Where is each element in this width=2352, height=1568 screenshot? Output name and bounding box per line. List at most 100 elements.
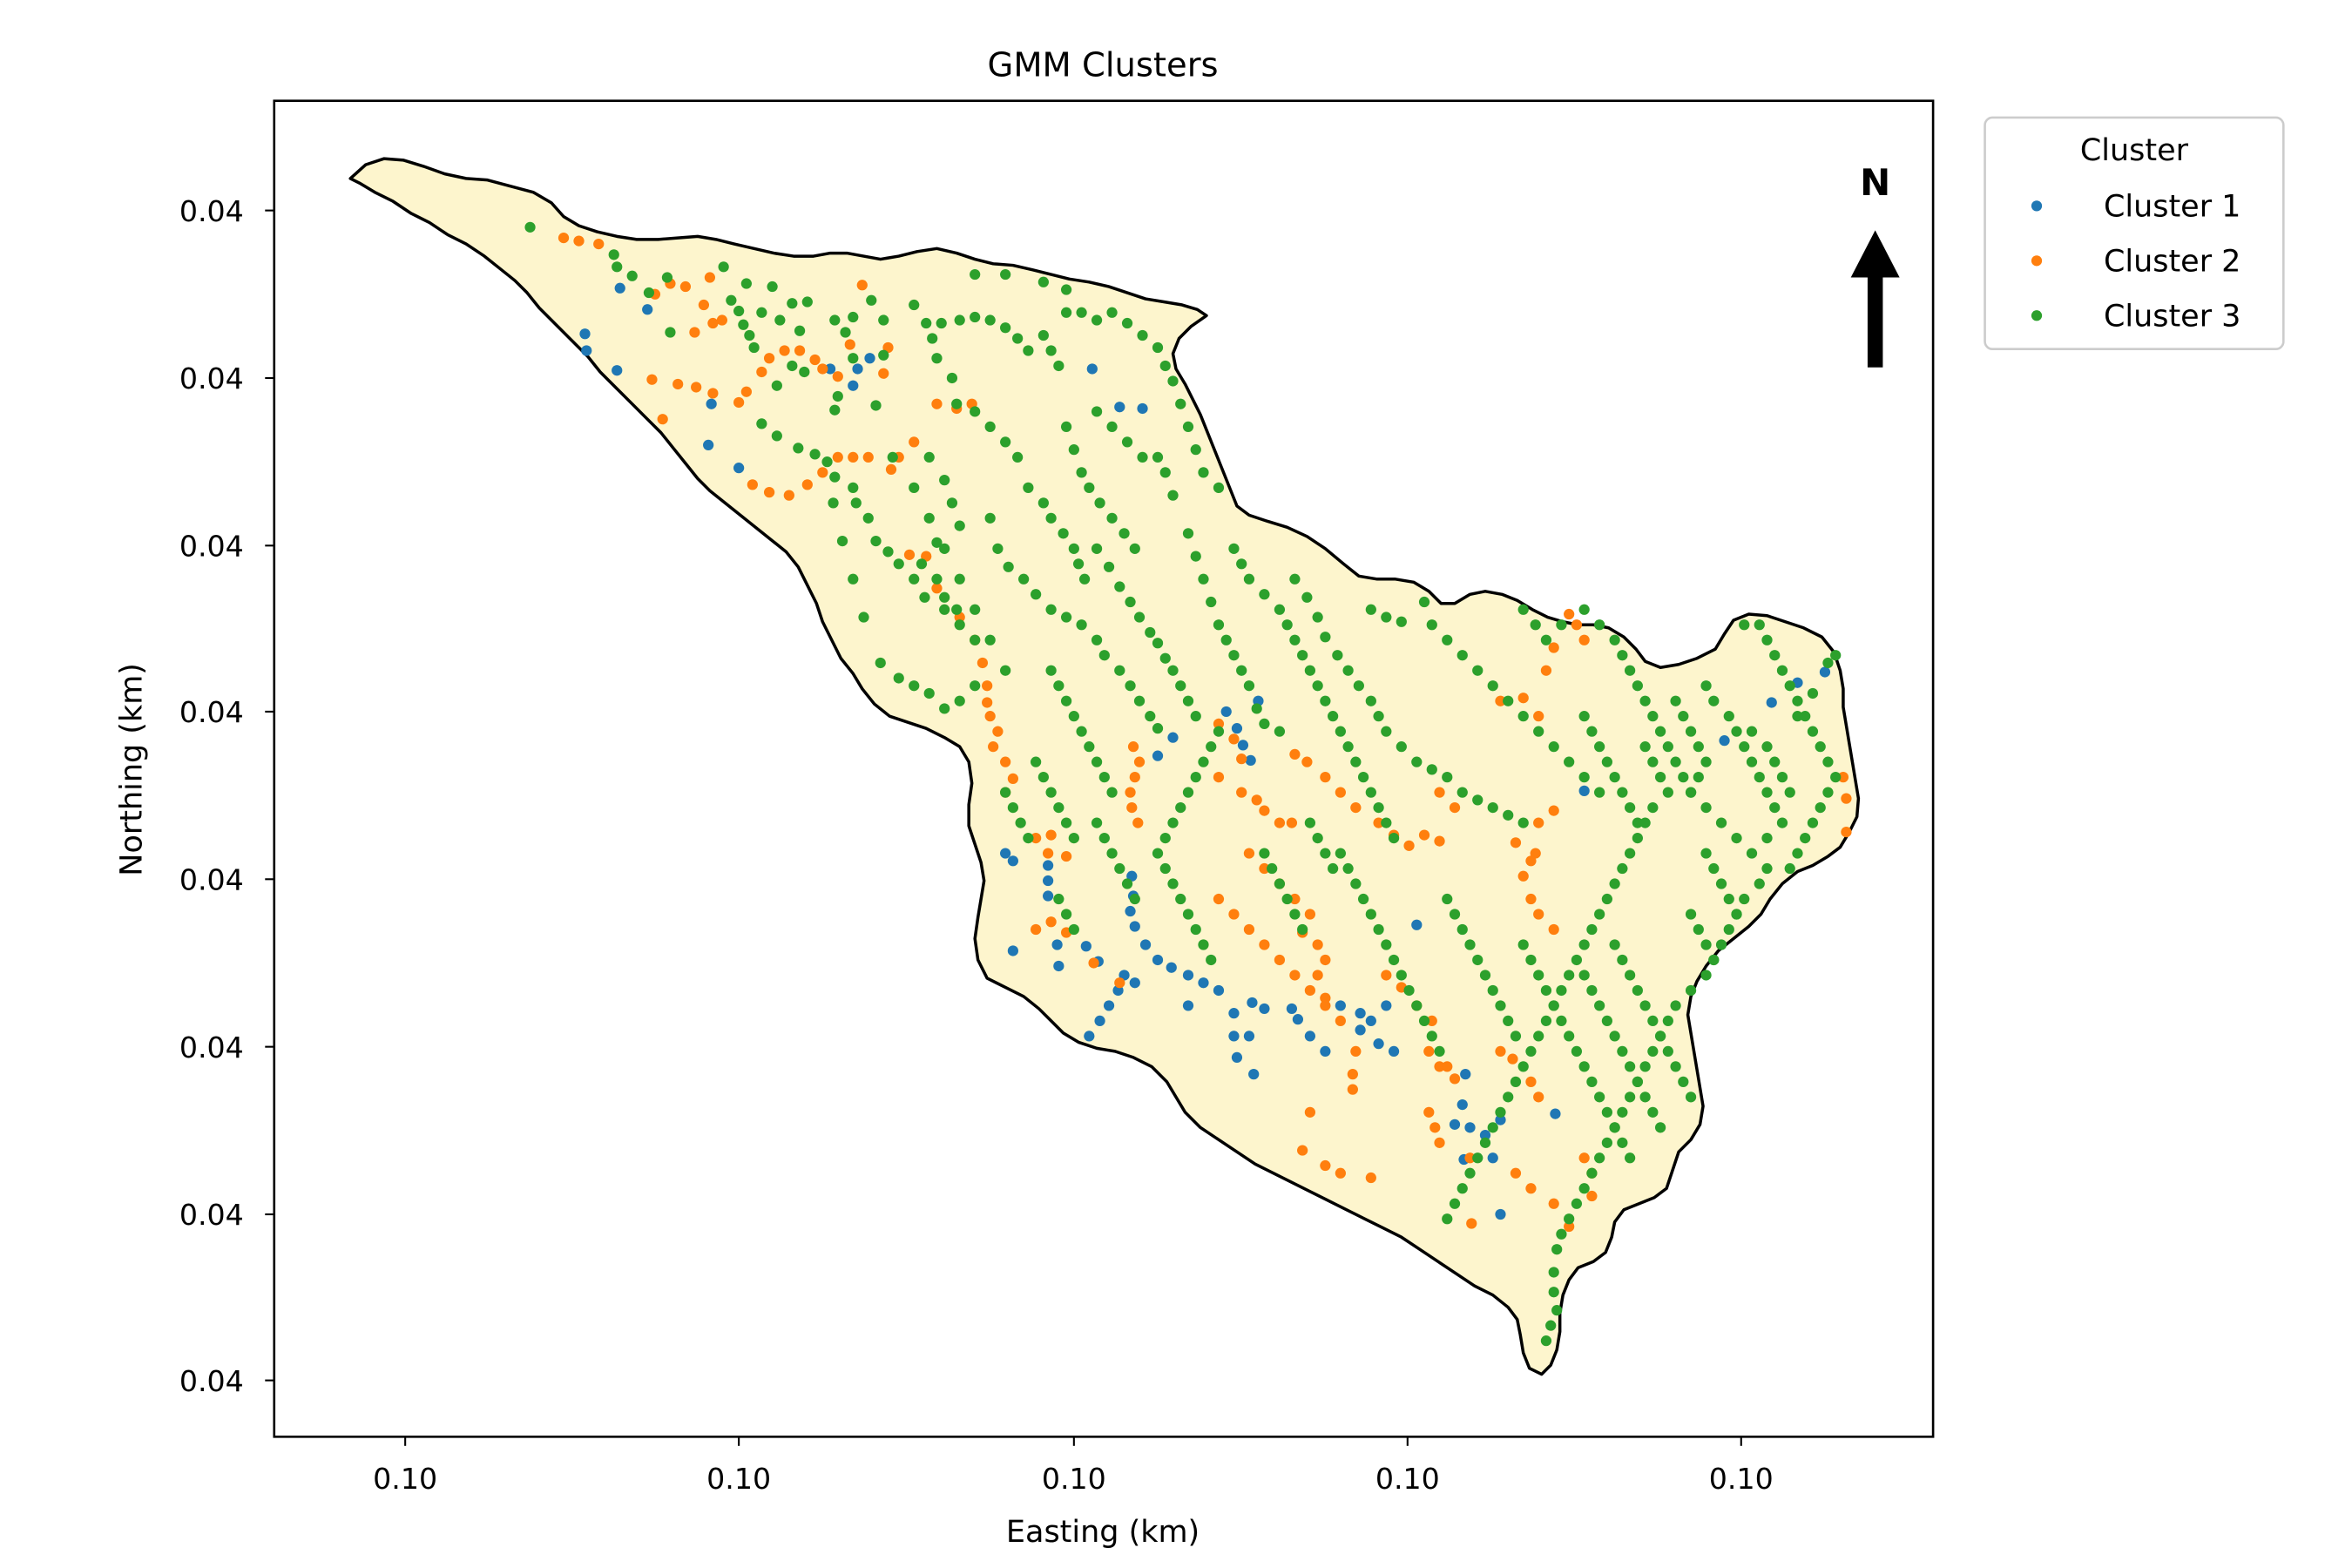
point-cluster-3	[970, 604, 981, 615]
point-cluster-3	[1145, 626, 1156, 639]
point-cluster-2	[1335, 787, 1346, 798]
point-cluster-3	[870, 535, 882, 547]
point-cluster-2	[1533, 817, 1544, 828]
point-cluster-3	[1403, 984, 1415, 997]
point-cluster-3	[1556, 984, 1567, 997]
point-cluster-3	[643, 287, 655, 299]
point-cluster-3	[1815, 801, 1826, 814]
point-cluster-3	[875, 657, 886, 669]
point-cluster-3	[850, 497, 862, 509]
point-cluster-3	[1289, 909, 1301, 920]
point-cluster-3	[1072, 558, 1085, 570]
point-cluster-3	[909, 680, 920, 692]
point-cluster-3	[1754, 772, 1765, 783]
point-cluster-3	[923, 512, 935, 524]
point-cluster-3	[1259, 718, 1270, 730]
point-cluster-3	[1068, 444, 1079, 456]
point-cluster-3	[1617, 787, 1628, 798]
point-cluster-3	[787, 360, 798, 372]
point-cluster-3	[1396, 616, 1407, 627]
point-cluster-3	[1119, 528, 1130, 539]
point-cluster-3	[1822, 657, 1834, 669]
point-cluster-3	[1517, 1061, 1529, 1072]
point-cluster-3	[848, 573, 859, 585]
point-cluster-3	[970, 311, 981, 323]
point-cluster-3	[1654, 1031, 1666, 1042]
point-cluster-2	[862, 451, 874, 463]
point-cluster-3	[954, 520, 965, 531]
point-cluster-3	[1754, 878, 1765, 889]
point-cluster-2	[1251, 794, 1262, 806]
point-cluster-3	[1114, 581, 1125, 592]
point-cluster-3	[821, 456, 833, 468]
point-cluster-3	[1125, 680, 1136, 692]
point-cluster-2	[1423, 1045, 1435, 1058]
point-cluster-3	[1365, 695, 1376, 706]
point-cluster-2	[1243, 848, 1255, 859]
point-cluster-3	[661, 272, 673, 283]
legend: Cluster Cluster 1 Cluster 2 Cluster 3	[1984, 116, 2285, 351]
point-cluster-3	[1342, 741, 1354, 753]
point-cluster-3	[767, 280, 778, 293]
x-axis: 0.10 0.10 0.10 0.10 0.10	[373, 1436, 1774, 1496]
point-cluster-3	[1060, 612, 1072, 623]
point-cluster-3	[1045, 604, 1057, 615]
point-cluster-1	[1495, 1208, 1506, 1220]
point-cluster-3	[1274, 604, 1286, 615]
point-cluster-1	[1231, 723, 1243, 734]
point-cluster-3	[756, 307, 767, 318]
point-cluster-3	[1037, 329, 1049, 341]
point-cluster-3	[1289, 634, 1301, 645]
point-cluster-3	[1551, 1305, 1563, 1316]
point-cluster-1	[706, 398, 717, 409]
point-cluster-2	[1228, 909, 1240, 920]
point-cluster-3	[1220, 634, 1232, 645]
point-cluster-2	[794, 345, 806, 356]
point-cluster-3	[1503, 1015, 1514, 1027]
point-cluster-3	[1320, 695, 1331, 706]
point-cluster-2	[763, 487, 775, 498]
point-cluster-3	[1030, 756, 1042, 767]
point-cluster-3	[1647, 1106, 1659, 1118]
point-cluster-3	[1320, 848, 1331, 859]
point-cluster-3	[1632, 1076, 1643, 1087]
point-cluster-1	[1449, 1119, 1461, 1130]
point-cluster-2	[1517, 693, 1529, 704]
point-cluster-3	[1578, 772, 1590, 783]
point-cluster-3	[1815, 741, 1826, 753]
point-cluster-3	[1739, 893, 1750, 905]
point-cluster-2	[1449, 1073, 1461, 1085]
point-cluster-3	[984, 421, 996, 433]
point-cluster-3	[1045, 665, 1057, 676]
point-cluster-1	[1152, 954, 1164, 966]
point-cluster-3	[1594, 1000, 1605, 1011]
point-cluster-3	[1434, 1045, 1445, 1058]
point-cluster-3	[1121, 317, 1133, 329]
point-cluster-3	[1472, 794, 1484, 806]
point-cluster-3	[931, 537, 943, 548]
point-cluster-3	[1586, 984, 1598, 997]
point-cluster-2	[1320, 1159, 1331, 1172]
point-cluster-3	[1700, 939, 1712, 950]
point-cluster-3	[1548, 1287, 1559, 1298]
point-cluster-2	[817, 467, 828, 478]
point-cluster-3	[1479, 970, 1491, 981]
point-cluster-3	[1685, 726, 1697, 737]
point-cluster-3	[1000, 665, 1011, 676]
point-cluster-3	[1624, 970, 1636, 981]
point-cluster-3	[1167, 490, 1179, 501]
point-cluster-3	[1350, 878, 1362, 889]
point-cluster-1	[1381, 1000, 1392, 1011]
point-cluster-2	[1434, 1061, 1445, 1072]
point-cluster-3	[1609, 1122, 1620, 1133]
point-cluster-3	[1159, 360, 1171, 372]
point-cluster-2	[779, 345, 790, 356]
point-cluster-3	[1353, 680, 1364, 692]
point-cluster-3	[1647, 1045, 1659, 1058]
point-cluster-3	[1267, 862, 1278, 875]
point-cluster-3	[1037, 276, 1049, 287]
y-tick-label: 0.04	[179, 194, 244, 228]
point-cluster-3	[1365, 604, 1376, 615]
point-cluster-3	[954, 695, 965, 706]
point-cluster-3	[1396, 970, 1407, 981]
